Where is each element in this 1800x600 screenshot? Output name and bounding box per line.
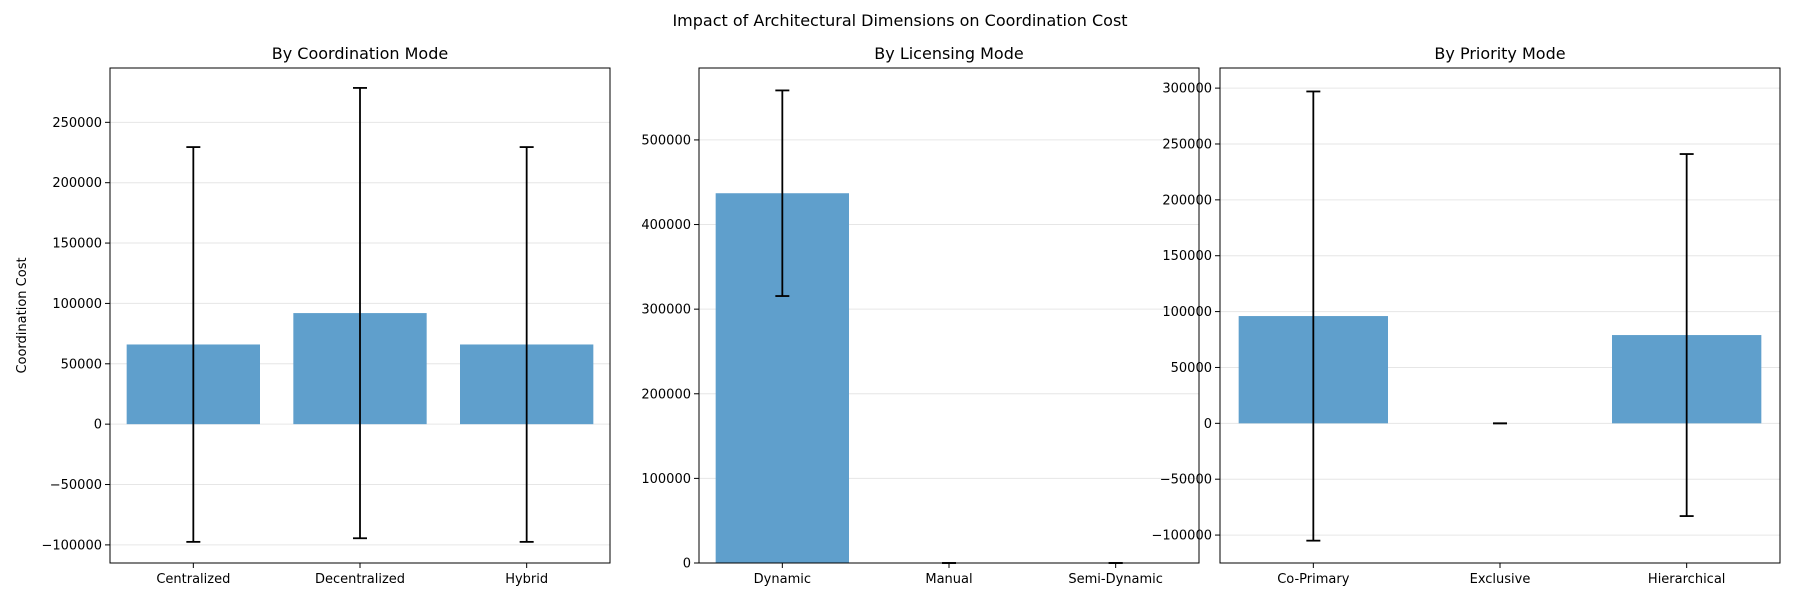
chart-title: By Licensing Mode: [874, 44, 1023, 63]
errorbar: [353, 87, 367, 540]
x-tick-label: Manual: [925, 572, 972, 587]
y-tick-label: 250000: [52, 116, 102, 131]
x-tick-label: Decentralized: [315, 572, 405, 587]
y-tick-label: 400000: [641, 218, 691, 233]
y-tick-label: 50000: [1171, 361, 1212, 376]
x-tick-label: Dynamic: [754, 572, 811, 587]
x-tick-label: Centralized: [156, 572, 230, 587]
y-tick-label: 100000: [641, 472, 691, 487]
y-tick-label: 0: [94, 418, 102, 433]
errorbar: [1306, 90, 1321, 542]
x-tick-label: Co-Primary: [1277, 572, 1350, 587]
y-tick-label: 100000: [1162, 305, 1212, 320]
axes-frame: [1219, 67, 1781, 564]
y-tick-label: 150000: [1162, 249, 1212, 264]
y-tick-label: 50000: [61, 357, 102, 372]
y-tick-label: −100000: [41, 538, 102, 553]
y-tick-label: 300000: [1162, 82, 1212, 97]
y-tick-label: −100000: [1151, 529, 1212, 544]
errorbar: [1679, 153, 1694, 517]
y-tick-label: 250000: [1162, 137, 1212, 152]
y-tick-label: 0: [683, 557, 691, 572]
y-tick-label: 100000: [52, 297, 102, 312]
y-tick-label: 200000: [641, 387, 691, 402]
chart-title: By Coordination Mode: [272, 44, 448, 63]
x-tick-label: Hierarchical: [1648, 572, 1725, 587]
y-tick-label: 200000: [52, 176, 102, 191]
y-tick-label: −50000: [50, 478, 102, 493]
y-tick-label: 150000: [52, 237, 102, 252]
y-tick-label: 0: [1204, 417, 1212, 432]
chart-panel-3: −100000 −50000 0 50000 100000 150000 200000 250…: [1151, 44, 1781, 587]
chart-panel-1: −100000 −50000 0 50000 100000 150000 200000 250…: [15, 44, 611, 587]
chart-panel-2: 0 100000 200000 300000 400000 500000 Dynamic Ma…: [641, 44, 1200, 587]
y-tick-label: 200000: [1162, 193, 1212, 208]
x-tick-label: Exclusive: [1470, 572, 1531, 587]
x-tick-label: Semi-Dynamic: [1068, 572, 1163, 587]
chart-title: By Priority Mode: [1434, 44, 1565, 63]
y-tick-label: 500000: [641, 133, 691, 148]
y-tick-label: 300000: [641, 303, 691, 318]
errorbar: [186, 146, 201, 543]
errorbar: [775, 89, 790, 297]
figure-title: Impact of Architectural Dimensions on Co…: [672, 11, 1127, 30]
y-axis-label: Coordination Cost: [15, 257, 30, 373]
y-tick-label: −50000: [1160, 473, 1212, 488]
errorbar: [519, 146, 534, 543]
x-tick-label: Hybrid: [505, 572, 548, 587]
